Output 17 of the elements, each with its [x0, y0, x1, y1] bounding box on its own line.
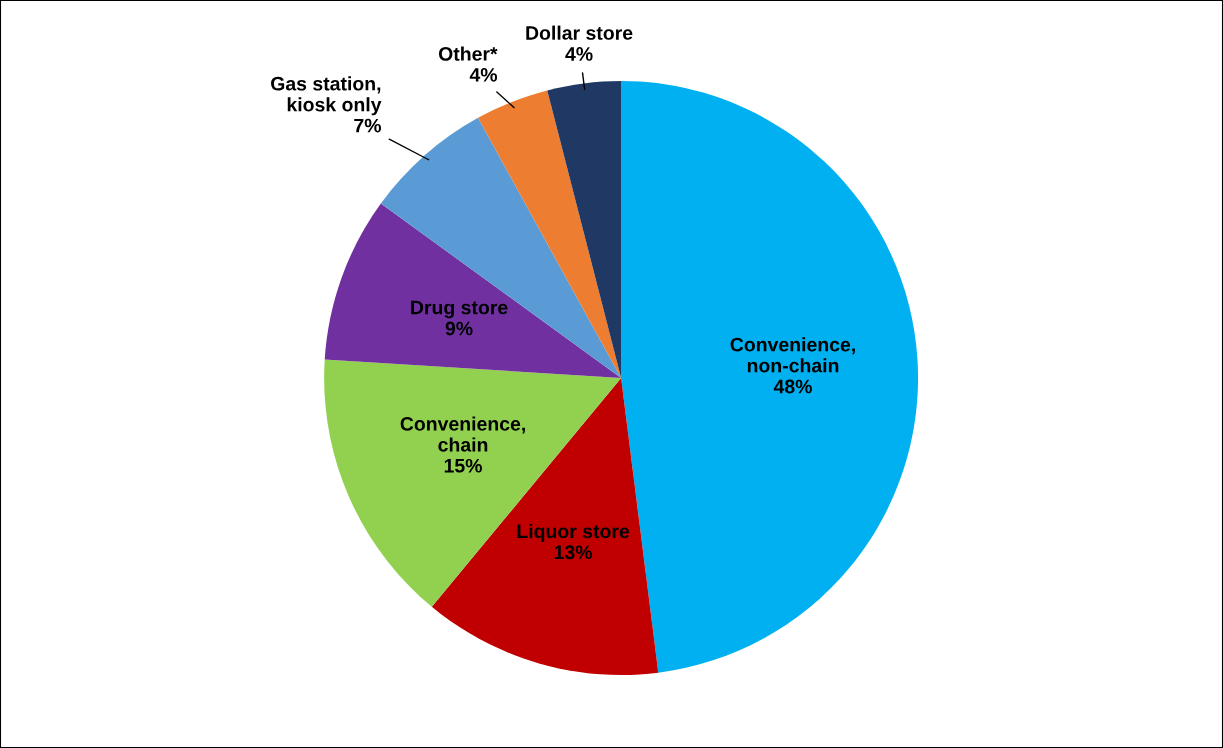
data-label: 9% — [445, 321, 473, 336]
data-label: 13% — [554, 545, 592, 560]
slice-label: Dollar store — [526, 25, 633, 40]
pie-slice — [324, 203, 622, 379]
data-label: 4% — [565, 47, 593, 61]
slice-label: Liquor store — [517, 523, 630, 543]
slice-label: Convenience, chain — [400, 416, 525, 452]
pie-slice — [547, 81, 622, 379]
slice-label: Other* — [438, 46, 498, 61]
pie-slice — [380, 117, 622, 379]
slice-label: Gas station, kiosk only — [271, 76, 382, 116]
data-label: 48% — [773, 379, 812, 394]
data-label: 15% — [444, 458, 482, 473]
data-label: 7% — [354, 118, 381, 133]
slice-label: Convenience, non-chain — [730, 337, 855, 373]
data-label: 4% — [469, 68, 498, 82]
slice-label: Drug store — [411, 300, 508, 319]
